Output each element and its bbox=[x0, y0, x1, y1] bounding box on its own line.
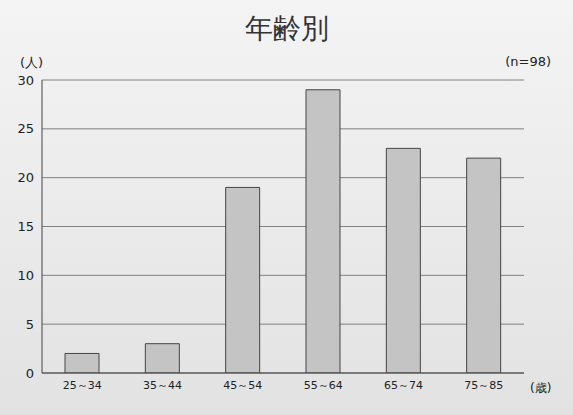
svg-text:35～44: 35～44 bbox=[143, 379, 182, 392]
svg-text:20: 20 bbox=[17, 170, 34, 185]
svg-text:0: 0 bbox=[26, 366, 34, 381]
svg-text:25: 25 bbox=[17, 121, 34, 136]
html-text:(n=98): (n=98) bbox=[505, 54, 551, 69]
svg-text:55～64: 55～64 bbox=[304, 379, 343, 392]
html-text:(人): (人) bbox=[20, 55, 44, 70]
svg-text:75～85: 75～85 bbox=[464, 379, 503, 392]
svg-text:15: 15 bbox=[17, 219, 34, 234]
svg-text:30: 30 bbox=[17, 73, 34, 88]
svg-text:(歳): (歳) bbox=[530, 381, 551, 395]
svg-text:5: 5 bbox=[26, 317, 34, 332]
svg-text:45～54: 45～54 bbox=[223, 379, 262, 392]
svg-text:25～34: 25～34 bbox=[63, 379, 102, 392]
svg-text:10: 10 bbox=[17, 268, 34, 283]
html-text:年齢別: 年齢別 bbox=[244, 12, 329, 45]
svg-text:65～74: 65～74 bbox=[384, 379, 423, 392]
